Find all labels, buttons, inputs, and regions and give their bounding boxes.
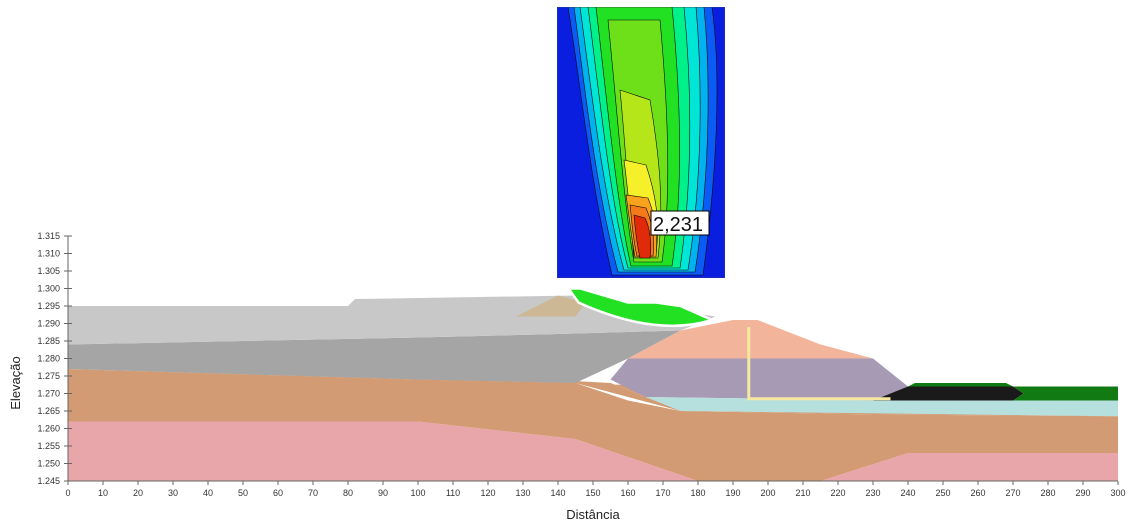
x-tick-label: 170 <box>655 488 670 498</box>
drain-line <box>747 327 891 401</box>
y-tick-label: 1.255 <box>37 441 60 451</box>
x-tick-label: 140 <box>550 488 565 498</box>
x-tick-label: 60 <box>273 488 283 498</box>
x-tick-label: 290 <box>1075 488 1090 498</box>
layer-dark-green-top <box>908 383 1013 387</box>
y-tick-label: 1.300 <box>37 284 60 294</box>
x-tick-label: 130 <box>515 488 530 498</box>
y-tick-label: 1.305 <box>37 266 60 276</box>
y-tick-label: 1.280 <box>37 354 60 364</box>
x-tick-label: 190 <box>725 488 740 498</box>
x-tick-label: 100 <box>410 488 425 498</box>
y-tick-label: 1.285 <box>37 336 60 346</box>
y-tick-label: 1.270 <box>37 389 60 399</box>
y-tick-label: 1.265 <box>37 406 60 416</box>
y-tick-label: 1.290 <box>37 319 60 329</box>
slip-mass <box>566 287 716 328</box>
x-tick-label: 250 <box>935 488 950 498</box>
layer-salmon <box>628 320 873 359</box>
layer-dark-green <box>1013 386 1118 401</box>
x-tick-label: 270 <box>1005 488 1020 498</box>
safety-factor-value: 2,231 <box>653 214 703 236</box>
safety-factor-label: 2,231 <box>650 210 710 236</box>
y-axis-title: Elevação <box>8 356 23 409</box>
y-tick-label: 1.250 <box>37 459 60 469</box>
x-tick-label: 210 <box>795 488 810 498</box>
y-ticks: 1.245 1.250 1.255 1.260 1.265 1.270 1.275 1.280… <box>37 231 72 486</box>
x-tick-label: 120 <box>480 488 495 498</box>
x-tick-label: 260 <box>970 488 985 498</box>
layer-dark-gray <box>68 330 681 383</box>
soil-layers <box>68 295 1118 481</box>
y-tick-label: 1.275 <box>37 371 60 381</box>
y-tick-label: 1.245 <box>37 476 60 486</box>
layer-black <box>873 386 1024 401</box>
x-tick-label: 40 <box>203 488 213 498</box>
x-axis-title: Distância <box>566 507 620 522</box>
layer-tan <box>516 295 586 317</box>
x-tick-label: 200 <box>760 488 775 498</box>
x-ticks: 0 10 20 30 40 50 60 70 80 90 100 110 120 130 140 150 160… <box>65 481 1126 498</box>
x-tick-label: 0 <box>65 488 70 498</box>
x-tick-label: 300 <box>1110 488 1125 498</box>
x-tick-label: 10 <box>98 488 108 498</box>
x-tick-label: 110 <box>446 488 460 498</box>
x-tick-label: 230 <box>865 488 880 498</box>
x-tick-label: 90 <box>378 488 388 498</box>
critical-slip-surface <box>566 287 716 328</box>
y-tick-label: 1.310 <box>37 249 60 259</box>
x-tick-label: 160 <box>620 488 635 498</box>
x-tick-label: 80 <box>343 488 353 498</box>
safety-factor-contour-grid <box>557 7 725 278</box>
y-tick-label: 1.295 <box>37 301 60 311</box>
y-tick-label: 1.315 <box>37 231 60 241</box>
layer-purple <box>610 358 908 401</box>
x-tick-label: 50 <box>238 488 248 498</box>
layer-brown <box>68 369 1118 481</box>
x-tick-label: 180 <box>690 488 705 498</box>
x-tick-label: 150 <box>585 488 600 498</box>
x-tick-label: 240 <box>900 488 915 498</box>
x-tick-label: 30 <box>168 488 178 498</box>
x-tick-label: 20 <box>133 488 143 498</box>
x-tick-label: 220 <box>830 488 845 498</box>
axes: 0 10 20 30 40 50 60 70 80 90 100 110 120 130 140 150 160… <box>37 231 1125 498</box>
x-tick-label: 280 <box>1040 488 1055 498</box>
layer-pink <box>68 421 1118 481</box>
y-tick-label: 1.260 <box>37 424 60 434</box>
layer-cyan <box>645 397 1118 417</box>
x-tick-label: 70 <box>308 488 318 498</box>
